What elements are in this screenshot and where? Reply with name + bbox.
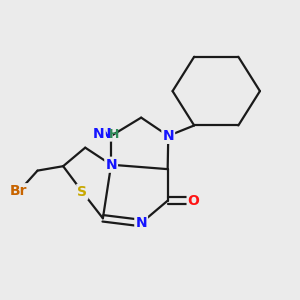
Text: N: N <box>100 127 112 140</box>
Text: N: N <box>162 129 174 143</box>
Text: O: O <box>188 194 200 208</box>
Text: N: N <box>93 127 105 141</box>
Text: N: N <box>100 127 112 140</box>
Text: H: H <box>109 128 119 141</box>
Text: Br: Br <box>10 184 28 198</box>
Text: S: S <box>77 185 87 199</box>
Text: N: N <box>135 216 147 230</box>
Text: N: N <box>105 158 117 172</box>
